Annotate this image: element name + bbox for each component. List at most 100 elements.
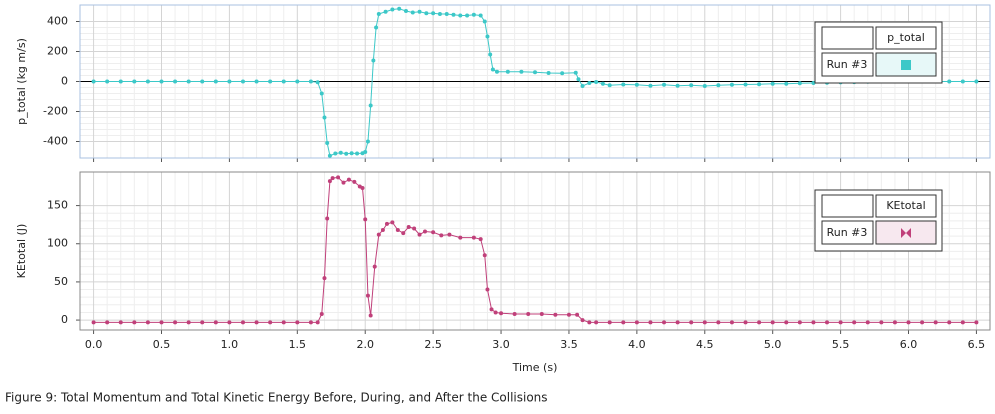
data-point xyxy=(424,11,429,16)
data-point xyxy=(371,58,376,63)
data-point xyxy=(920,320,925,325)
x-tick-label: 4.0 xyxy=(628,338,646,351)
data-point xyxy=(355,151,360,156)
data-point xyxy=(213,320,218,325)
data-point xyxy=(607,83,612,88)
data-point xyxy=(319,91,324,96)
data-point xyxy=(702,320,707,325)
data-point xyxy=(580,318,585,323)
data-point xyxy=(482,253,487,258)
data-point xyxy=(105,320,110,325)
data-point xyxy=(485,287,490,292)
data-point xyxy=(372,264,377,269)
x-tick-label: 3.5 xyxy=(560,338,578,351)
data-point xyxy=(488,52,493,57)
data-point xyxy=(478,13,483,18)
data-point xyxy=(254,320,259,325)
data-point xyxy=(539,311,544,316)
data-point xyxy=(376,232,381,237)
data-point xyxy=(689,83,694,88)
data-point xyxy=(410,10,415,15)
data-point xyxy=(186,79,191,84)
data-point xyxy=(368,103,373,108)
data-point xyxy=(406,224,411,229)
x-tick-label: 1.0 xyxy=(221,338,239,351)
data-point xyxy=(648,320,653,325)
data-point xyxy=(145,320,150,325)
data-point xyxy=(308,79,313,84)
data-point xyxy=(422,229,427,234)
y-tick-label: -400 xyxy=(43,135,68,148)
data-point xyxy=(105,79,110,84)
data-point xyxy=(390,7,395,12)
data-point xyxy=(437,12,442,16)
data-point xyxy=(478,237,483,242)
data-point xyxy=(319,311,324,316)
legend-label: Run #3 xyxy=(827,226,868,239)
data-point xyxy=(743,320,748,325)
data-point xyxy=(662,82,667,87)
data-point xyxy=(743,82,748,87)
legend-swatch xyxy=(901,60,911,70)
data-point xyxy=(439,233,444,238)
data-point xyxy=(947,320,952,325)
data-point xyxy=(974,320,979,325)
data-point xyxy=(268,79,273,84)
data-point xyxy=(490,67,495,72)
data-point xyxy=(200,320,205,325)
data-point xyxy=(327,153,332,158)
y-tick-label: -200 xyxy=(43,105,68,118)
y-axis-label: KEtotal (J) xyxy=(15,224,28,279)
data-point xyxy=(600,81,605,86)
data-point xyxy=(838,320,843,325)
data-point xyxy=(159,320,164,325)
data-point xyxy=(395,228,400,233)
legend-title: p_total xyxy=(887,31,925,44)
data-point xyxy=(634,320,639,325)
x-tick-label: 2.5 xyxy=(424,338,442,351)
data-point xyxy=(553,312,558,317)
data-point xyxy=(458,13,463,18)
data-point xyxy=(560,71,565,76)
data-point xyxy=(118,79,123,84)
data-point xyxy=(431,11,436,16)
data-point xyxy=(485,34,490,39)
data-point xyxy=(240,320,245,325)
data-point xyxy=(471,12,476,17)
data-point xyxy=(784,320,789,325)
data-point xyxy=(573,70,578,75)
data-point xyxy=(390,220,395,225)
data-point xyxy=(648,83,653,88)
x-tick-label: 5.0 xyxy=(764,338,782,351)
data-point xyxy=(308,320,313,325)
data-point xyxy=(621,82,626,87)
data-point xyxy=(489,307,494,312)
data-point xyxy=(797,320,802,325)
data-point xyxy=(376,12,381,16)
y-tick-label: 200 xyxy=(47,45,68,58)
data-point xyxy=(947,79,952,84)
data-point xyxy=(295,320,300,325)
data-point xyxy=(494,69,499,74)
data-point xyxy=(811,320,816,325)
data-point xyxy=(594,79,599,84)
x-axis-label: Time (s) xyxy=(512,361,558,374)
data-point xyxy=(566,312,571,317)
data-point xyxy=(471,235,476,240)
data-point xyxy=(451,12,456,17)
data-point xyxy=(587,320,592,325)
data-point xyxy=(365,293,370,298)
data-point xyxy=(811,81,816,85)
data-point xyxy=(374,25,379,30)
legend-swatch-cell xyxy=(875,220,937,245)
data-point xyxy=(526,311,531,316)
data-point xyxy=(327,179,332,184)
legend-cell xyxy=(821,26,874,50)
data-point xyxy=(974,79,979,84)
y-tick-label: 100 xyxy=(47,237,68,250)
data-point xyxy=(546,70,551,75)
x-tick-label: 2.0 xyxy=(356,338,374,351)
data-point xyxy=(580,84,585,88)
data-point xyxy=(227,79,232,84)
